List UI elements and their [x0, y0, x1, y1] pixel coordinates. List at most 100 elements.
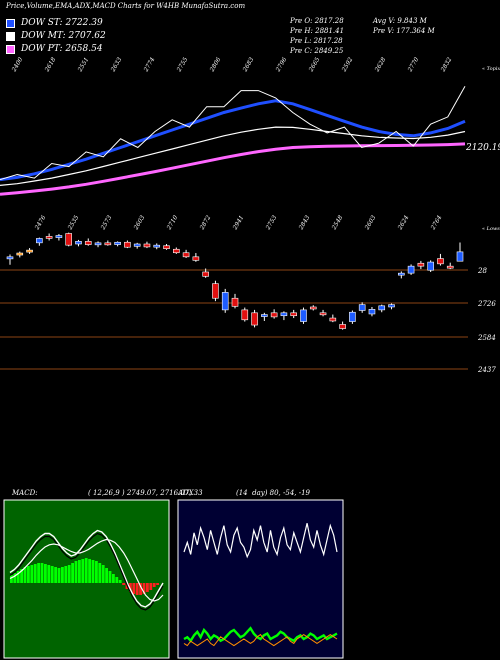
macd-histogram-bar [64, 566, 68, 583]
topix-tick-label: 2832 [439, 56, 453, 74]
candle-body [173, 248, 180, 254]
candle-body [446, 265, 454, 269]
macd-line-outer [9, 529, 164, 608]
candle-body [261, 314, 268, 317]
candle-body [251, 312, 258, 326]
stat-pre-open: Pre O: 2817.28 [290, 17, 344, 25]
macd-line [9, 532, 164, 611]
price-level-label: 2584 [477, 334, 496, 342]
topix-tick-label: 2400 [10, 56, 24, 74]
candle-body [153, 244, 161, 248]
stat-pre-low: Pre L: 2817.28 [290, 37, 343, 45]
candle-body [163, 245, 170, 249]
macd-histogram-bar [101, 565, 105, 583]
macd-histogram-bar [84, 558, 88, 583]
topix-tick-label: 2618 [43, 56, 57, 74]
candle-body [65, 233, 72, 246]
adx-values: (14 day) 80, -54, -19 [236, 489, 311, 497]
candle-body [398, 272, 405, 276]
macd-histogram-bar [37, 563, 40, 583]
candle-body [339, 324, 346, 329]
topix-tick-label: 2755 [175, 56, 189, 74]
legend-swatch [6, 31, 15, 41]
topix-tick-label: 2592 [340, 56, 354, 74]
price-level-label: 28 [477, 267, 487, 275]
candle-body [133, 243, 141, 247]
macd-histogram-bar [27, 566, 30, 583]
lows-tick-label: 2603 [363, 214, 377, 232]
candle-body [407, 265, 415, 274]
candle-body [202, 271, 209, 277]
price-level-label: 2726 [477, 300, 496, 308]
lows-tick-label: 2476 [33, 214, 47, 232]
candle-body [6, 256, 14, 260]
legend-dow-pt: DOW PT: 2658.54 [6, 44, 103, 54]
candle-body [36, 238, 43, 244]
macd-histogram-bar [61, 567, 64, 583]
candle-body [437, 258, 444, 265]
lows-tick-label: 2710 [165, 214, 179, 232]
macd-histogram-bar [105, 568, 108, 583]
candle-body [84, 241, 92, 245]
candle-body [349, 311, 356, 322]
macd-histogram-bar [98, 563, 102, 583]
topix-tick-label: 2665 [307, 56, 321, 74]
candle-body [388, 304, 395, 308]
macd-histogram-bar [54, 567, 57, 583]
macd-values: ( 12,26,9 ) 2749.07, 2716.07, 33 [88, 489, 203, 497]
adx-title: ADX [178, 489, 194, 497]
macd-histogram-bar [122, 583, 125, 585]
candle-body [329, 317, 337, 322]
candle-body [241, 309, 249, 321]
lows-tick-label: 2548 [330, 214, 344, 232]
lows-tick-label: 2624 [396, 214, 410, 232]
macd-histogram-bar [112, 574, 115, 583]
macd-histogram-bar [81, 559, 85, 583]
stat-pre-close: Pre C: 2849.25 [290, 47, 344, 55]
candle-body [300, 309, 307, 322]
topix-tick-label: 2628 [373, 56, 387, 74]
candle-body [212, 283, 219, 299]
macd-histogram-bar [44, 564, 47, 583]
candle-body [368, 309, 376, 315]
lows-tick-label: 2764 [429, 214, 443, 232]
topix-tick-label: 2774 [142, 56, 156, 74]
macd-histogram-bar [88, 559, 91, 583]
lows-label: « Lows [482, 226, 500, 232]
candle-body [45, 236, 53, 239]
macd-histogram-bar [115, 577, 119, 583]
macd-histogram-bar [74, 561, 78, 583]
price-level-label: 2437 [477, 366, 496, 374]
macd-histogram-bar [40, 563, 44, 583]
macd-histogram-bar [95, 561, 98, 583]
candle-body [26, 249, 33, 253]
macd-histogram-bar [149, 583, 153, 590]
lows-tick-label: 2535 [66, 214, 80, 232]
macd-histogram-bar [20, 569, 23, 583]
macd-histogram-bar [132, 583, 136, 594]
macd-signal-line [9, 538, 164, 602]
adx-plus-di-line [183, 626, 338, 643]
candle-body [124, 241, 131, 248]
candle-body [182, 252, 190, 258]
price-close-line [0, 86, 466, 181]
macd-histogram-bar [156, 583, 159, 585]
legend-label: DOW PT: 2658.54 [21, 44, 103, 54]
ema-last-value: 2120.19 [465, 143, 500, 153]
candle-body [192, 256, 200, 261]
macd-histogram-bar [135, 583, 139, 595]
candle-body [75, 241, 82, 245]
topix-tick-label: 2796 [274, 56, 288, 74]
legend-label: DOW ST: 2722.39 [21, 18, 103, 28]
lows-tick-label: 2872 [198, 214, 212, 232]
adx-line [183, 523, 338, 559]
candle-body [456, 251, 464, 262]
topix-tick-label: 2633 [109, 56, 123, 74]
macd-histogram-bar [16, 571, 20, 583]
legend-dow-mt: DOW MT: 2707.62 [6, 31, 106, 41]
macd-histogram-bar [152, 583, 156, 587]
macd-histogram-bar [67, 565, 71, 583]
topix-tick-label: 2806 [208, 56, 222, 74]
